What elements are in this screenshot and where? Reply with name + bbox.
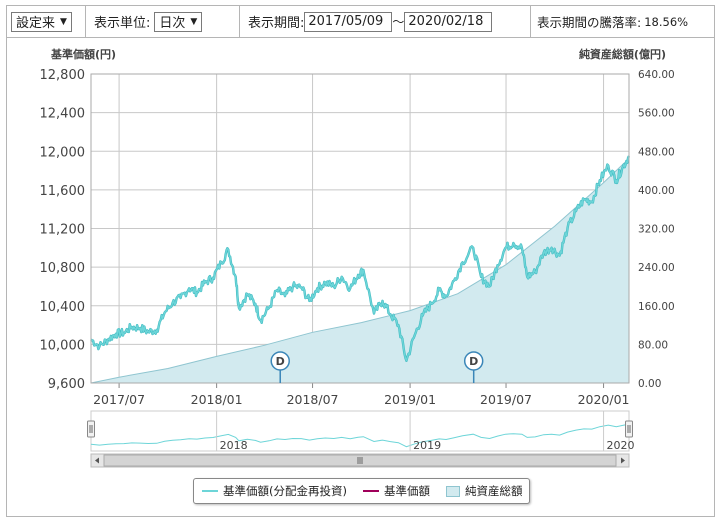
navigator-line bbox=[90, 423, 630, 448]
y-tick-right: 80.00 bbox=[638, 339, 668, 351]
y-tick-right: 480.00 bbox=[638, 146, 675, 158]
x-tick-label: 2017/07 bbox=[93, 392, 145, 407]
nav-series bbox=[90, 155, 631, 362]
y-tick-right: 640.00 bbox=[638, 69, 675, 81]
unit-label: 表示単位: bbox=[94, 16, 151, 31]
start-date-input[interactable]: 2017/05/09 bbox=[304, 11, 393, 32]
y-axis-right-label: 純資産総額(億円) bbox=[579, 47, 666, 61]
y-tick-left: 11,200 bbox=[40, 223, 86, 238]
legend-label: 純資産総額 bbox=[464, 484, 523, 498]
x-tick-label: 2018/07 bbox=[287, 392, 339, 407]
y-tick-right: 240.00 bbox=[638, 262, 675, 274]
change-value: 18.56% bbox=[644, 14, 689, 29]
unit-select-value: 日次 bbox=[159, 16, 186, 31]
scroll-left-icon[interactable] bbox=[95, 457, 99, 464]
y-tick-left: 10,800 bbox=[40, 261, 86, 276]
legend-swatch bbox=[445, 485, 460, 497]
navigator-label: 2018 bbox=[220, 439, 248, 452]
chart-area: 基準価額(円) 純資産総額(億円) 12,800 640.00 12,400 560.… bbox=[40, 47, 675, 468]
plot-border bbox=[90, 73, 630, 384]
legend-label: 基準価額 bbox=[383, 484, 430, 498]
aum-area bbox=[90, 158, 630, 384]
x-tick-label: 2019/01 bbox=[384, 392, 436, 407]
aum-area-line bbox=[90, 158, 630, 384]
navigator-label: 2019 bbox=[413, 439, 441, 452]
y-tick-left: 11,600 bbox=[40, 184, 86, 199]
navigator-handle[interactable] bbox=[625, 420, 633, 438]
period-tilde: ～ bbox=[392, 15, 405, 29]
scroll-right-icon[interactable] bbox=[621, 457, 625, 464]
aum-area-fill bbox=[91, 158, 629, 383]
y-tick-left: 10,400 bbox=[40, 300, 86, 315]
chevron-down-icon: ▼ bbox=[60, 16, 67, 27]
chevron-down-icon: ▼ bbox=[190, 16, 198, 27]
dividend-marker-label: D bbox=[469, 355, 478, 368]
range-select-value: 設定来 bbox=[16, 16, 56, 31]
x-tick-label: 2019/07 bbox=[480, 392, 532, 407]
legend-swatch bbox=[362, 490, 379, 492]
y-tick-left: 12,800 bbox=[40, 68, 86, 83]
x-tick-label: 2018/01 bbox=[191, 392, 243, 407]
legend-item-aum[interactable]: 純資産総額 bbox=[445, 483, 523, 499]
y-tick-left: 12,400 bbox=[40, 107, 86, 122]
navigator-handle[interactable] bbox=[87, 420, 95, 438]
legend-item-nav-reinvest[interactable]: 基準価額(分配金再投資) bbox=[202, 483, 347, 499]
unit-select[interactable]: 日次 ▼ bbox=[154, 11, 203, 32]
legend-item-nav[interactable]: 基準価額 bbox=[362, 483, 430, 499]
navigator-label: 2020 bbox=[607, 439, 635, 452]
change-label: 表示期間の騰落率: bbox=[537, 15, 642, 30]
fund-chart-panel: 設定来 ▼ 表示単位: 日次 ▼ 表示期間: 2017/05/09 ～ 2020… bbox=[6, 5, 715, 517]
y-tick-right: 0.00 bbox=[638, 378, 661, 390]
dividend-marker-label: D bbox=[276, 355, 285, 368]
axes: 12,800 640.00 12,400 560.00 12,000 480.00 11,6… bbox=[40, 68, 675, 407]
end-date-input[interactable]: 2020/02/18 bbox=[404, 11, 493, 32]
period-label: 表示期間: bbox=[248, 16, 305, 31]
y-tick-left: 10,000 bbox=[40, 338, 86, 353]
y-tick-right: 160.00 bbox=[638, 301, 675, 313]
dividend-marker[interactable] bbox=[463, 351, 484, 371]
range-select[interactable]: 設定来 ▼ bbox=[11, 11, 72, 32]
legend-label: 基準価額(分配金再投資) bbox=[223, 484, 347, 498]
y-tick-right: 560.00 bbox=[638, 108, 675, 120]
nav-line bbox=[90, 155, 630, 362]
dividend-marker[interactable] bbox=[270, 351, 290, 371]
y-tick-left: 9,600 bbox=[48, 377, 85, 392]
y-tick-right: 400.00 bbox=[638, 185, 675, 197]
y-tick-left: 12,000 bbox=[40, 145, 86, 160]
y-tick-right: 320.00 bbox=[638, 224, 675, 236]
y-axis-left-label: 基準価額(円) bbox=[50, 47, 116, 61]
chart-toolbar: 設定来 ▼ 表示単位: 日次 ▼ 表示期間: 2017/05/09 ～ 2020… bbox=[7, 6, 714, 38]
legend-swatch bbox=[202, 490, 218, 492]
navigator[interactable]: 2018 2019 2020 bbox=[87, 410, 635, 468]
x-tick-label: 2020/01 bbox=[578, 392, 630, 407]
navigator-box bbox=[90, 410, 630, 452]
chart-legend: 基準価額(分配金再投資) 基準価額 純資産総額 bbox=[193, 478, 530, 504]
